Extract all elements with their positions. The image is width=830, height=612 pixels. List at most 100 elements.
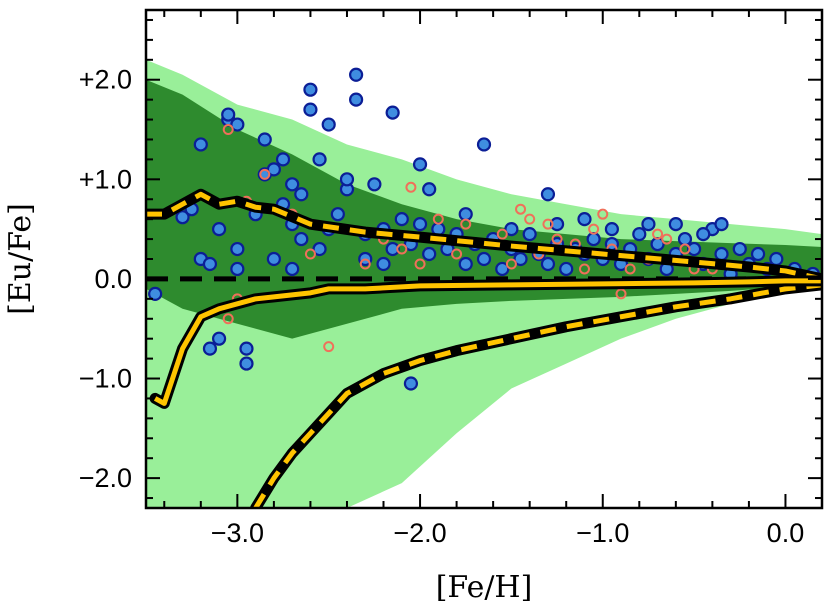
open-data-point: [405, 181, 417, 193]
filled-data-point: [230, 241, 245, 257]
filled-data-point: [312, 152, 327, 167]
x-axis-label: [Fe/H]: [436, 570, 533, 605]
filled-data-point: [769, 251, 784, 267]
filled-data-point: [504, 222, 519, 237]
filled-data-point: [403, 376, 419, 391]
filled-data-point: [257, 132, 272, 147]
filled-data-point: [211, 222, 227, 237]
open-data-point: [432, 213, 444, 225]
filled-data-point: [312, 241, 327, 257]
filled-data-point: [641, 217, 656, 232]
open-data-point: [515, 203, 527, 215]
filled-data-point: [604, 222, 619, 237]
filled-data-point: [285, 261, 300, 277]
filled-data-point: [458, 256, 473, 272]
filled-data-point: [632, 227, 647, 242]
x-tick-label: 0.0: [767, 518, 805, 548]
filled-data-point: [321, 117, 336, 132]
filled-data-point: [294, 231, 309, 247]
filled-data-point: [367, 177, 382, 192]
filled-data-point: [412, 217, 428, 232]
open-data-point: [542, 218, 554, 230]
filled-data-point: [202, 256, 218, 272]
open-data-point: [460, 218, 472, 230]
filled-data-point: [586, 231, 601, 247]
model-lower-percentile-line: [253, 282, 822, 508]
filled-data-point: [677, 231, 693, 247]
filled-data-point: [522, 227, 537, 242]
filled-data-point: [668, 217, 683, 232]
filled-data-point: [303, 102, 318, 117]
open-data-point: [588, 223, 600, 235]
filled-data-point: [211, 331, 227, 346]
filled-data-point: [495, 261, 510, 277]
open-data-point: [414, 258, 426, 270]
filled-data-point: [275, 152, 291, 167]
filled-data-point: [385, 105, 400, 120]
filled-data-point: [714, 246, 729, 262]
model-upper-percentile-line: [146, 191, 822, 282]
open-data-point: [451, 248, 463, 260]
filled-data-point: [476, 137, 492, 152]
filled-data-point: [540, 256, 556, 272]
filled-data-point: [330, 207, 345, 222]
filled-data-point: [412, 157, 428, 172]
open-data-point: [505, 258, 517, 270]
tick-labels: −3.0 −2.0 −1.0 0.0 +2.0 +1.0 0.0 −1.0 −2.0: [79, 65, 805, 548]
inner-scatter-band: [146, 79, 822, 339]
filled-data-point: [394, 212, 409, 227]
y-tick-label: −2.0: [79, 463, 132, 493]
filled-data-point: [513, 251, 528, 267]
y-tick-label: 0.0: [94, 264, 132, 294]
filled-data-point: [221, 107, 236, 122]
filled-data-point: [687, 241, 702, 257]
filled-data-point: [422, 246, 437, 262]
filled-data-point: [230, 117, 245, 132]
filled-data-point: [303, 82, 318, 97]
open-data-point: [304, 248, 316, 260]
filled-data-point: [385, 241, 400, 257]
filled-data-point: [266, 162, 281, 177]
filled-data-point: [714, 217, 729, 232]
filled-data-point: [577, 212, 592, 227]
filled-data-point: [193, 137, 208, 152]
filled-data-point: [559, 261, 574, 277]
filled-data-point: [732, 241, 747, 257]
open-data-point: [578, 263, 590, 275]
open-data-point: [222, 124, 234, 136]
filled-data-point: [696, 227, 711, 242]
y-tick-label: +1.0: [79, 164, 132, 194]
filled-data-point: [202, 341, 218, 356]
filled-data-point: [294, 187, 309, 202]
open-data-point: [359, 258, 371, 270]
x-tick-label: −2.0: [393, 518, 446, 548]
y-tick-label: −1.0: [79, 364, 132, 394]
filled-data-point: [349, 92, 364, 107]
x-tick-label: −1.0: [576, 518, 629, 548]
filled-data-point: [458, 207, 473, 222]
open-data-point: [259, 168, 271, 180]
filled-data-point: [266, 251, 281, 267]
open-data-point: [624, 263, 636, 275]
open-data-point: [661, 233, 673, 245]
filled-data-point: [339, 172, 355, 187]
open-data-point: [323, 341, 335, 353]
filled-data-point: [349, 67, 364, 82]
filled-data-point: [750, 246, 766, 262]
filled-data-point: [285, 177, 300, 192]
open-data-point: [551, 233, 563, 245]
x-tick-label: −3.0: [211, 518, 264, 548]
model-median-line: [153, 278, 822, 406]
open-data-point: [679, 243, 691, 255]
filled-data-point: [230, 261, 245, 277]
filled-data-point: [175, 210, 190, 225]
open-data-point: [396, 243, 408, 255]
filled-data-point: [239, 341, 254, 356]
plot-area: [146, 59, 822, 508]
open-data-point: [222, 313, 234, 325]
filled-data-point: [540, 187, 556, 202]
y-tick-label: +2.0: [79, 65, 132, 95]
open-data-point: [652, 228, 664, 240]
open-data-point: [524, 213, 536, 225]
